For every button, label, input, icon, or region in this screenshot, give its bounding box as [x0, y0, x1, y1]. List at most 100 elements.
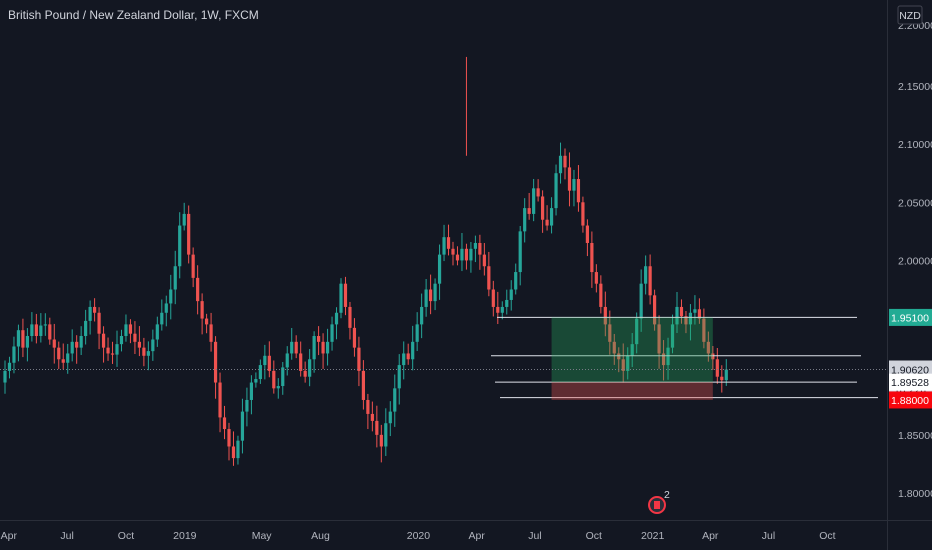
candle: [258, 359, 262, 384]
events-icon[interactable]: 2: [648, 489, 670, 514]
candle: [482, 242, 486, 276]
candle: [191, 247, 195, 288]
candle: [536, 179, 540, 202]
candle: [375, 405, 379, 448]
candle: [393, 374, 397, 427]
candle: [469, 242, 473, 273]
candle: [657, 315, 661, 369]
candle: [146, 341, 150, 371]
candle: [213, 336, 218, 399]
horizontal-levels[interactable]: [491, 316, 878, 399]
candle: [169, 274, 173, 320]
candle: [339, 278, 343, 319]
candle: [370, 401, 374, 432]
candle: [294, 335, 298, 359]
candle: [245, 387, 249, 427]
candle: [231, 431, 236, 466]
entry-price-label: 1.89528: [891, 377, 929, 389]
candle: [88, 300, 92, 335]
candle: [653, 289, 657, 331]
stop-price-label: 1.88000: [891, 395, 929, 407]
candle: [442, 224, 446, 262]
candle: [128, 319, 133, 344]
time-axis[interactable]: Apr Jul Oct 2019 May Aug 2020 Apr Jul Oct 2021 Apr J…: [1, 530, 836, 542]
candle: [30, 312, 34, 342]
price-tick-label: 1.85000: [898, 430, 932, 442]
candle: [48, 317, 52, 345]
time-tick-label: Apr: [469, 530, 486, 542]
candle: [325, 328, 330, 366]
candle: [21, 318, 25, 358]
candle: [509, 280, 513, 311]
candle: [693, 295, 697, 325]
candle: [585, 219, 589, 257]
candle: [227, 422, 231, 461]
candle: [514, 263, 518, 295]
candle: [97, 307, 101, 350]
time-tick-label: Oct: [819, 530, 835, 542]
candle: [455, 246, 460, 266]
candle: [545, 205, 549, 231]
candle: [715, 347, 719, 384]
candle: [706, 331, 710, 362]
candle: [70, 329, 74, 362]
candle: [200, 293, 204, 335]
candle: [196, 265, 200, 315]
candle: [491, 280, 495, 317]
entry-price-badge: [889, 373, 932, 391]
time-tick-label: 2020: [407, 530, 431, 542]
currency-button[interactable]: [897, 5, 923, 25]
candle: [621, 343, 625, 383]
time-tick-label: Jul: [60, 530, 73, 542]
candle: [101, 326, 106, 363]
loss-zone[interactable]: [551, 382, 713, 400]
candle: [675, 291, 679, 334]
candle: [433, 278, 437, 311]
candle: [697, 298, 701, 324]
candle: [415, 312, 419, 352]
candle: [541, 190, 545, 233]
candle: [558, 142, 563, 184]
candle: [424, 279, 428, 317]
candle: [661, 340, 666, 381]
candle: [267, 341, 271, 378]
candle: [164, 295, 168, 327]
price-tick-label: 2.00000: [898, 255, 932, 267]
candle: [581, 196, 585, 233]
candle: [124, 314, 128, 342]
candle: [603, 291, 607, 337]
candle: [115, 330, 119, 367]
candle: [66, 343, 70, 374]
candle: [630, 333, 634, 368]
candle: [218, 372, 222, 433]
target-price-label: 1.95100: [891, 312, 929, 324]
candle: [388, 401, 392, 437]
candle: [724, 359, 728, 386]
candle: [437, 244, 442, 300]
candle: [451, 241, 455, 266]
candle: [406, 343, 410, 365]
candle: [464, 243, 469, 270]
candle: [93, 298, 97, 322]
price-axis[interactable]: 2.150002.100002.050002.000001.950001.900…: [889, 5, 932, 500]
candle: [590, 231, 594, 288]
time-tick-label: Apr: [1, 530, 18, 542]
candle: [420, 293, 424, 339]
time-tick-label: 2021: [641, 530, 665, 542]
candle: [303, 361, 307, 383]
currency-label: NZD: [899, 10, 921, 22]
candle: [473, 235, 477, 263]
time-tick-label: May: [252, 530, 273, 542]
candle: [222, 405, 227, 440]
candle: [119, 329, 124, 352]
candle: [626, 347, 630, 380]
candle: [617, 347, 621, 373]
candle: [276, 378, 280, 399]
candle: [205, 313, 209, 334]
candle: [688, 304, 693, 341]
candle: [290, 327, 294, 360]
candle: [644, 255, 648, 295]
candle: [240, 398, 245, 454]
profit-zone[interactable]: [551, 317, 713, 383]
